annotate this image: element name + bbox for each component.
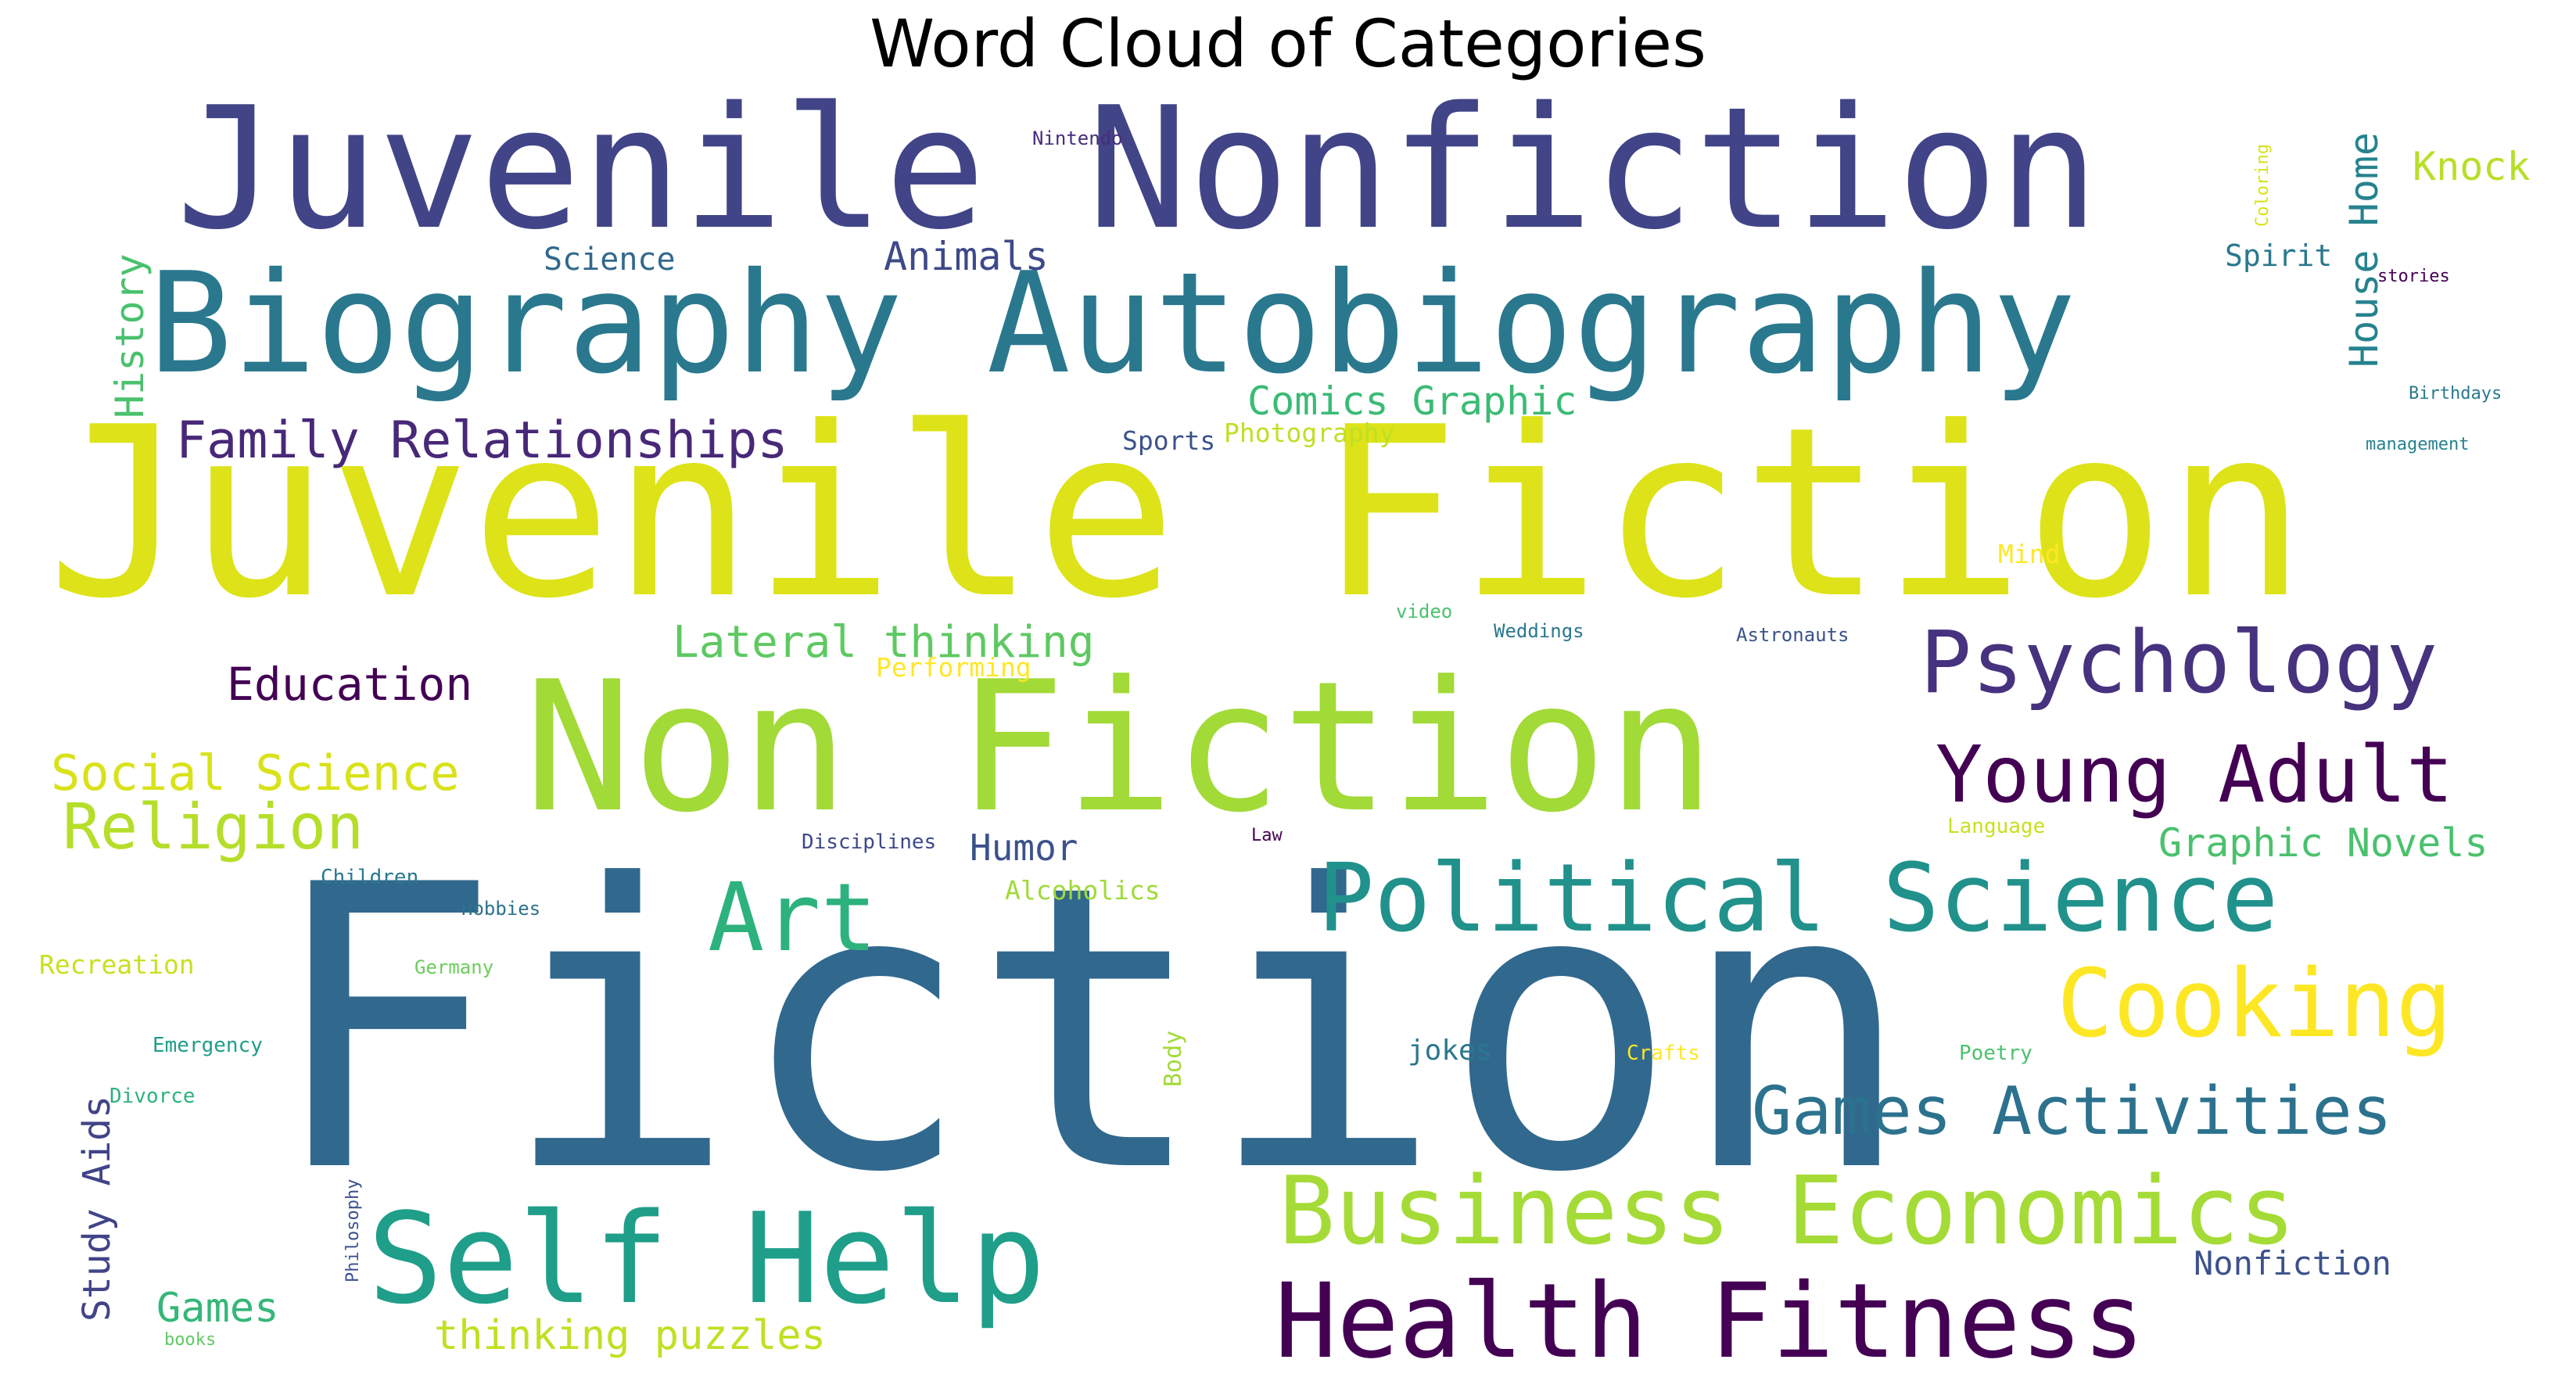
cloud-word-emergency: Emergency bbox=[152, 1034, 263, 1057]
cloud-word-cooking: Cooking bbox=[2057, 950, 2452, 1059]
cloud-word-house-home: House Home bbox=[2341, 132, 2387, 368]
cloud-word-management: management bbox=[2366, 435, 2469, 454]
chart-title: Word Cloud of Categories bbox=[870, 5, 1706, 82]
cloud-word-knock: Knock bbox=[2413, 144, 2531, 189]
cloud-word-law: Law bbox=[1251, 826, 1283, 845]
cloud-word-games: Games bbox=[156, 1285, 279, 1332]
cloud-word-thinking-puzzles: thinking puzzles bbox=[434, 1312, 826, 1359]
cloud-word-family-relationships: Family Relationships bbox=[176, 411, 788, 470]
cloud-word-nonfiction: Nonfiction bbox=[2194, 1244, 2391, 1282]
cloud-word-body: Body bbox=[1160, 1031, 1187, 1087]
cloud-word-sports: Sports bbox=[1122, 425, 1215, 456]
cloud-word-language: Language bbox=[1947, 815, 2045, 838]
cloud-word-alcoholics: Alcoholics bbox=[1005, 875, 1161, 906]
cloud-word-hobbies: Hobbies bbox=[461, 898, 540, 920]
cloud-word-germany: Germany bbox=[414, 956, 493, 978]
cloud-word-political-science: Political Science bbox=[1318, 845, 2278, 953]
cloud-word-history: History bbox=[107, 253, 152, 418]
cloud-word-juvenile-fiction: Juvenile Fiction bbox=[47, 377, 2307, 650]
cloud-word-performing: Performing bbox=[876, 652, 1031, 683]
cloud-word-video: video bbox=[1396, 601, 1452, 622]
cloud-word-jokes: jokes bbox=[1408, 1035, 1492, 1067]
cloud-word-animals: Animals bbox=[884, 234, 1049, 279]
cloud-word-disciplines: Disciplines bbox=[802, 830, 936, 854]
cloud-word-crafts: Crafts bbox=[1627, 1042, 1700, 1065]
cloud-word-study-aids: Study Aids bbox=[75, 1096, 119, 1322]
cloud-word-astronauts: Astronauts bbox=[1736, 624, 1849, 646]
cloud-word-birthdays: Birthdays bbox=[2409, 384, 2502, 404]
cloud-word-religion: Religion bbox=[63, 791, 364, 863]
cloud-word-juvenile-nonfiction: Juvenile Nonfiction bbox=[176, 70, 2099, 267]
cloud-word-humor: Humor bbox=[970, 827, 1078, 869]
cloud-word-education: Education bbox=[227, 658, 472, 711]
cloud-word-comics-graphic: Comics Graphic bbox=[1247, 378, 1577, 424]
cloud-word-mind: Mind bbox=[1998, 539, 2060, 569]
cloud-word-poetry: Poetry bbox=[1959, 1042, 2032, 1065]
cloud-word-nintendo: Nintendo bbox=[1032, 127, 1123, 149]
cloud-word-recreation: Recreation bbox=[39, 949, 195, 980]
cloud-word-children: Children bbox=[321, 866, 418, 889]
cloud-word-graphic-novels: Graphic Novels bbox=[2158, 820, 2488, 866]
cloud-word-biography-autobiography: Biography Autobiography bbox=[149, 242, 2076, 404]
cloud-word-health-fitness: Health Fitness bbox=[1275, 1261, 2145, 1381]
cloud-word-divorce: Divorce bbox=[109, 1085, 196, 1108]
cloud-word-non-fiction: Non Fiction bbox=[524, 644, 1715, 852]
cloud-word-psychology: Psychology bbox=[1920, 612, 2438, 712]
cloud-word-business-economics: Business Economics bbox=[1279, 1157, 2295, 1266]
cloud-word-self-help: Self Help bbox=[368, 1186, 1046, 1332]
cloud-word-philosophy: Philosophy bbox=[343, 1179, 363, 1282]
cloud-word-books: books bbox=[164, 1330, 216, 1350]
cloud-word-social-science: Social Science bbox=[51, 744, 460, 802]
cloud-word-photography: Photography bbox=[1224, 418, 1395, 448]
cloud-word-young-adult: Young Adult bbox=[1936, 729, 2453, 820]
cloud-word-spirit: Spirit bbox=[2225, 239, 2332, 273]
cloud-word-games-activities: Games Activities bbox=[1752, 1073, 2392, 1150]
cloud-word-science: Science bbox=[544, 242, 676, 278]
cloud-word-fiction: Fiction bbox=[266, 802, 1914, 1257]
cloud-word-stories: stories bbox=[2377, 267, 2450, 286]
cloud-word-coloring: Coloring bbox=[2253, 144, 2273, 227]
cloud-word-lateral-thinking: Lateral thinking bbox=[673, 617, 1094, 668]
cloud-word-art: Art bbox=[708, 864, 877, 973]
cloud-word-weddings: Weddings bbox=[1494, 620, 1584, 642]
